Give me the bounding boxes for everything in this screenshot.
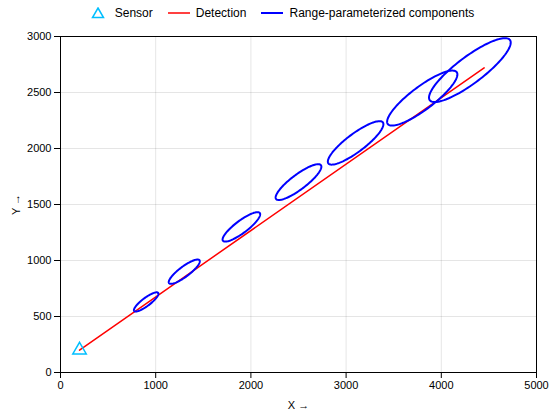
html-text:Range-parameterized components: Range-parameterized components <box>289 6 475 20</box>
html-text:Detection: Detection <box>195 6 247 20</box>
svg-text:5000: 5000 <box>524 379 548 391</box>
svg-text:3000: 3000 <box>334 379 358 391</box>
html-text:Sensor: Sensor <box>114 6 153 20</box>
svg-text:3000: 3000 <box>27 30 51 42</box>
svg-text:2500: 2500 <box>27 86 51 98</box>
svg-text:1500: 1500 <box>27 198 51 210</box>
svg-text:0: 0 <box>45 366 51 378</box>
svg-text:0: 0 <box>57 379 63 391</box>
svg-text:500: 500 <box>33 310 51 322</box>
svg-text:1000: 1000 <box>143 379 167 391</box>
svg-text:Y →: Y → <box>10 194 22 215</box>
svg-text:X →: X → <box>288 399 309 411</box>
svg-text:2000: 2000 <box>27 142 51 154</box>
svg-text:1000: 1000 <box>27 254 51 266</box>
svg-text:4000: 4000 <box>429 379 453 391</box>
svg-text:2000: 2000 <box>239 379 263 391</box>
